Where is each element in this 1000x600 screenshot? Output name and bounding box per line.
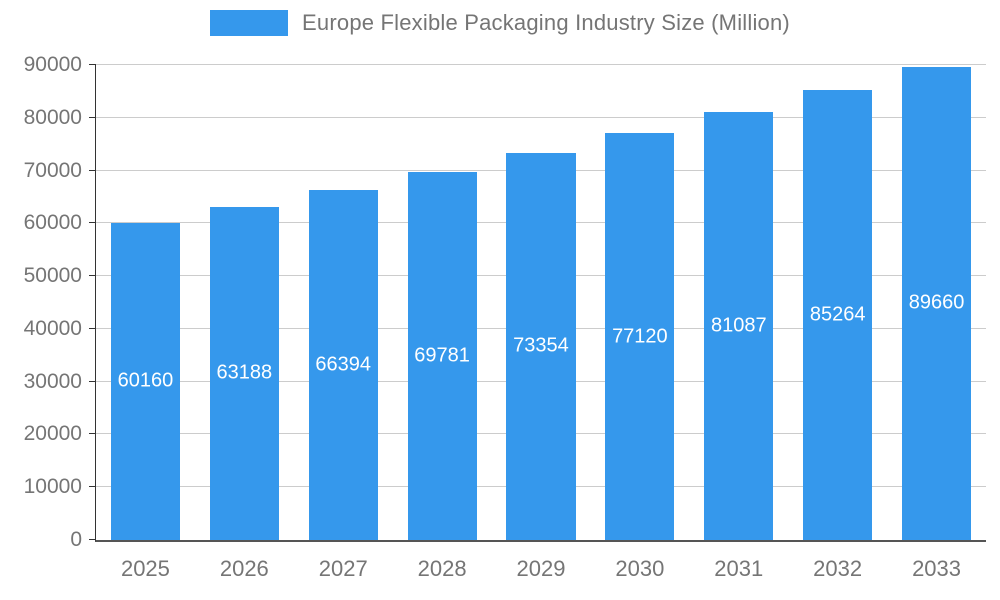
bar-value-label: 63188	[216, 361, 273, 384]
bar-value-label: 73354	[513, 334, 569, 357]
y-axis-label: 30000	[23, 369, 82, 393]
y-axis-label: 70000	[23, 158, 82, 182]
y-axis-label: 20000	[23, 422, 82, 446]
x-axis-label: 2030	[615, 556, 665, 581]
bar-2026[interactable]: 63188	[209, 206, 279, 540]
x-axis-label: 2027	[318, 556, 368, 581]
y-axis-tick	[89, 486, 96, 488]
y-axis-tick	[89, 222, 96, 224]
bar-2029[interactable]: 73354	[506, 152, 576, 540]
bar-2030[interactable]: 77120	[605, 132, 675, 540]
y-axis-tick	[89, 275, 96, 277]
y-axis-tick	[89, 64, 96, 65]
plot-area: 0 10000 20000 30000 40000 50000 60000 70000 8000…	[24, 53, 986, 581]
chart-title: Europe Flexible Packaging Industry Size …	[302, 10, 790, 35]
bar-2025[interactable]: 60160	[110, 222, 181, 540]
y-axis-tick	[89, 169, 96, 171]
bar-2031[interactable]: 81087	[704, 112, 774, 540]
y-axis-label: 90000	[23, 53, 82, 76]
y-axis-label: 40000	[23, 316, 82, 340]
y-axis-label: 0	[70, 528, 82, 551]
bar-value-label: 89660	[908, 291, 965, 314]
x-axis-label: 2029	[516, 556, 566, 581]
gridline	[96, 64, 986, 65]
legend-swatch	[210, 10, 289, 36]
x-axis-label: 2031	[714, 556, 764, 581]
bar-2028[interactable]: 69781	[407, 171, 477, 540]
legend: Europe Flexible Packaging Industry Size …	[0, 10, 1000, 36]
x-axis-label: 2025	[120, 556, 170, 581]
y-axis-label: 10000	[23, 475, 82, 499]
y-axis-label: 80000	[23, 105, 82, 129]
y-axis-label: 60000	[23, 211, 82, 235]
y-axis-label: 50000	[23, 264, 82, 288]
bar-value-label: 81087	[710, 314, 767, 337]
bar-2033[interactable]: 89660	[901, 66, 972, 540]
bar-value-label: 77120	[612, 325, 668, 347]
x-axis-label: 2028	[417, 556, 467, 581]
gridline	[96, 116, 986, 118]
y-axis-tick	[89, 327, 96, 329]
bar-value-label: 66394	[315, 353, 372, 376]
bar-value-label: 69781	[414, 344, 470, 367]
bar-value-label: 60160	[117, 369, 174, 392]
y-axis-tick	[89, 116, 96, 118]
bar-2032[interactable]: 85264	[803, 90, 873, 540]
bar-value-label: 85264	[809, 303, 866, 326]
x-axis-label: 2033	[912, 556, 962, 581]
y-axis-tick	[89, 539, 96, 540]
bar-2027[interactable]: 66394	[308, 189, 378, 540]
x-axis-label: 2032	[813, 556, 863, 581]
y-axis-tick	[89, 380, 96, 382]
x-axis-label: 2026	[219, 556, 269, 581]
y-axis-tick	[89, 433, 96, 435]
